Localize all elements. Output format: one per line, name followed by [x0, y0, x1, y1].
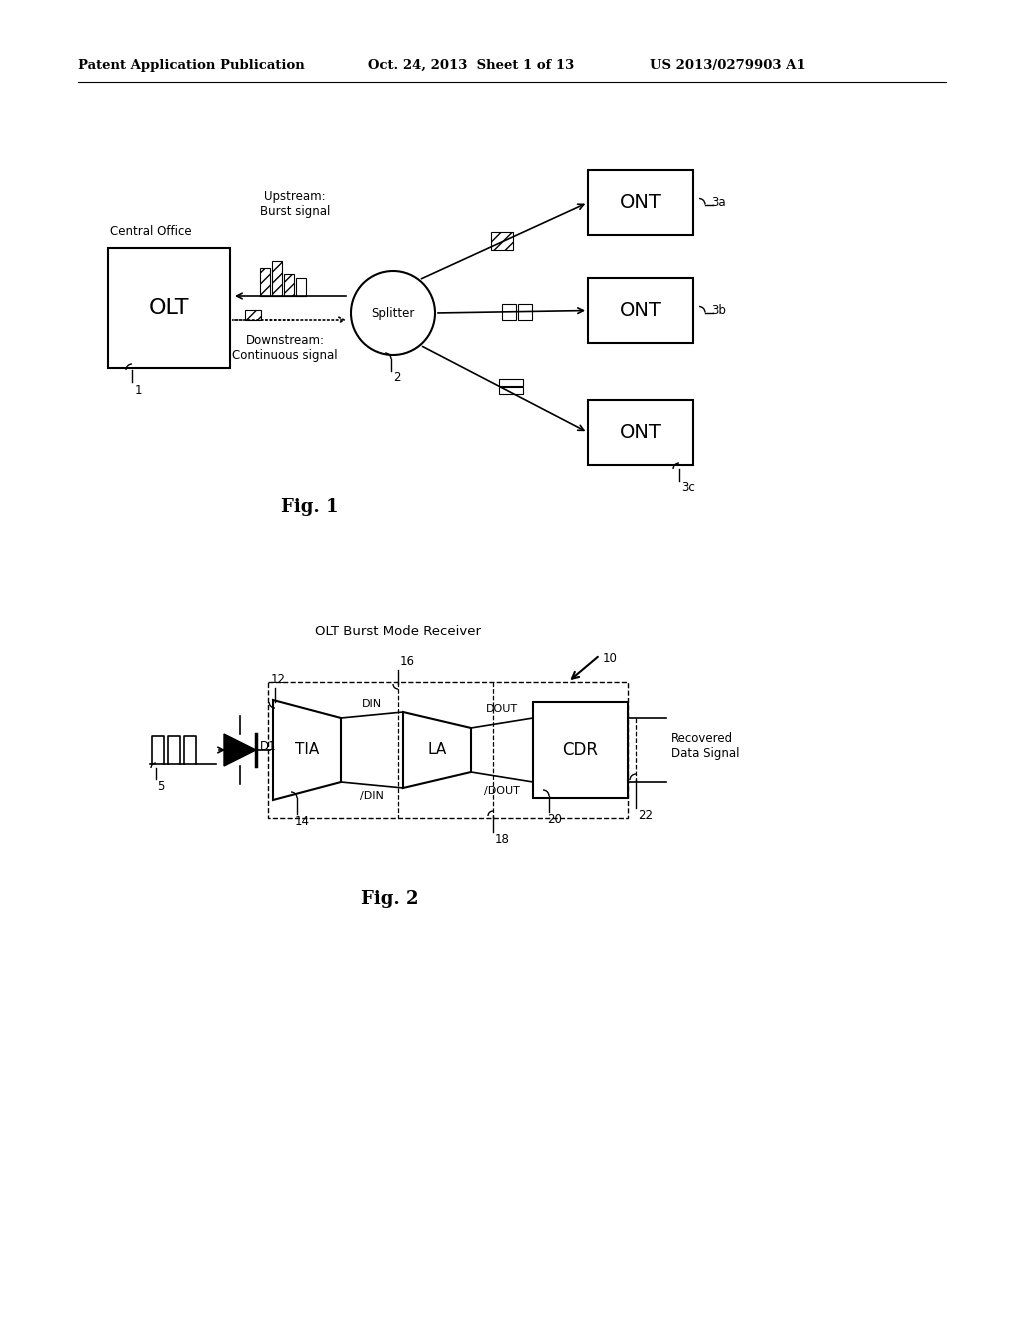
Text: 20: 20	[547, 813, 562, 826]
Text: US 2013/0279903 A1: US 2013/0279903 A1	[650, 58, 806, 71]
Text: LA: LA	[427, 742, 446, 758]
Bar	[284, 275, 294, 296]
Text: DOUT: DOUT	[486, 704, 518, 714]
Text: 2: 2	[393, 371, 400, 384]
Text: CDR: CDR	[562, 741, 598, 759]
Text: 18: 18	[495, 833, 510, 846]
Bar	[517, 304, 531, 319]
Text: ONT: ONT	[620, 193, 662, 213]
Text: Downstream:
Continuous signal: Downstream: Continuous signal	[232, 334, 338, 362]
Text: 1: 1	[135, 384, 142, 397]
Text: ONT: ONT	[620, 301, 662, 319]
Text: TIA: TIA	[295, 742, 319, 758]
Text: ONT: ONT	[620, 422, 662, 442]
Text: /DIN: /DIN	[360, 791, 384, 801]
Bar	[499, 379, 523, 385]
Text: 10: 10	[603, 652, 617, 665]
Text: D1: D1	[260, 739, 276, 752]
Bar	[502, 304, 515, 319]
Text: Patent Application Publication: Patent Application Publication	[78, 58, 305, 71]
Bar	[588, 170, 693, 235]
Text: 22: 22	[638, 809, 653, 822]
Bar	[534, 702, 628, 799]
Text: 12: 12	[271, 673, 286, 686]
Text: OLT Burst Mode Receiver: OLT Burst Mode Receiver	[315, 624, 481, 638]
Bar	[492, 232, 513, 251]
Text: Recovered
Data Signal: Recovered Data Signal	[671, 733, 739, 760]
Bar	[588, 400, 693, 465]
Text: DIN: DIN	[361, 700, 382, 709]
Text: 14: 14	[295, 814, 310, 828]
Text: 5: 5	[157, 780, 165, 793]
Bar	[499, 387, 523, 393]
Text: Splitter: Splitter	[372, 306, 415, 319]
Text: 3b: 3b	[711, 304, 726, 317]
Text: Oct. 24, 2013  Sheet 1 of 13: Oct. 24, 2013 Sheet 1 of 13	[368, 58, 574, 71]
Text: 3c: 3c	[681, 480, 694, 494]
Text: Fig. 2: Fig. 2	[361, 890, 419, 908]
Text: /DOUT: /DOUT	[484, 785, 520, 796]
Text: OLT: OLT	[148, 298, 189, 318]
Bar	[272, 261, 282, 296]
Bar	[268, 682, 628, 818]
Polygon shape	[403, 711, 471, 788]
Text: 3a: 3a	[711, 195, 726, 209]
Text: Fig. 1: Fig. 1	[282, 498, 339, 516]
Text: Central Office: Central Office	[110, 224, 191, 238]
Polygon shape	[273, 700, 341, 800]
Bar	[108, 248, 230, 368]
Bar	[245, 310, 261, 319]
Bar	[260, 268, 270, 296]
Bar	[296, 279, 306, 296]
Text: Upstream:
Burst signal: Upstream: Burst signal	[260, 190, 330, 218]
Text: 16: 16	[400, 655, 415, 668]
Polygon shape	[224, 734, 256, 766]
Bar	[588, 279, 693, 343]
